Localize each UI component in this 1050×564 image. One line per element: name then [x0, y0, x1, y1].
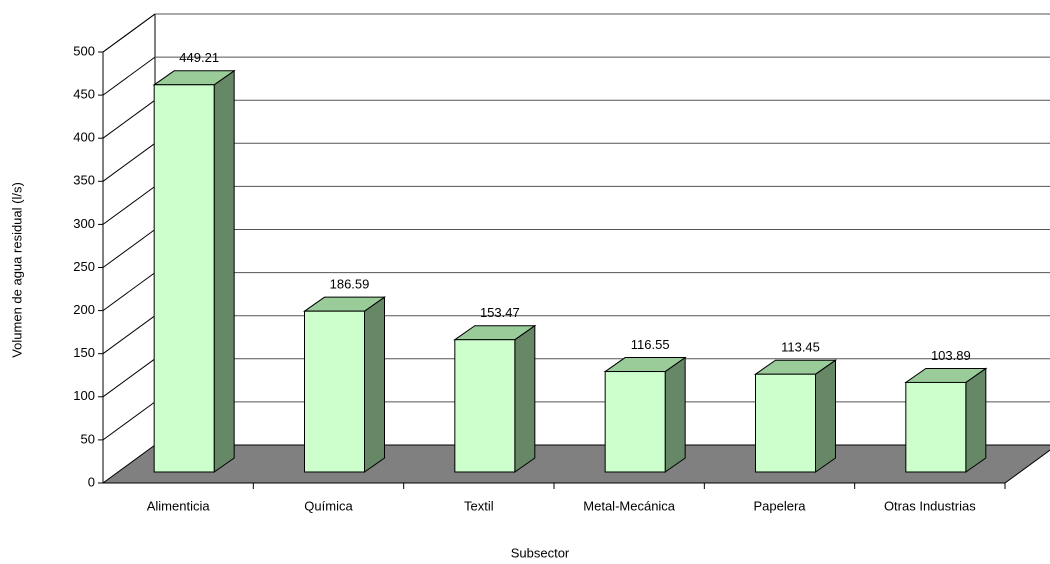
grid-line — [102, 56, 156, 96]
grid-line — [102, 272, 156, 312]
y-tick-label: 200 — [73, 302, 95, 317]
grid-line — [102, 229, 156, 268]
grid-line — [102, 358, 156, 398]
bar-side — [213, 69, 235, 473]
bar-side — [664, 356, 686, 473]
y-tick-label: 350 — [73, 173, 95, 188]
bar — [304, 310, 365, 473]
bar — [153, 84, 215, 473]
y-tick-label: 150 — [73, 345, 95, 360]
x-tick-label: Textil — [464, 498, 494, 513]
y-tick-label: 450 — [73, 87, 95, 102]
bar — [905, 381, 967, 473]
y-tick-label: 250 — [73, 259, 95, 274]
y-axis-label: Volumen de agua residual (l/s) — [9, 182, 24, 358]
y-tick-label: 100 — [73, 388, 95, 403]
data-label: 113.45 — [781, 340, 820, 355]
grid-line — [102, 99, 156, 139]
grid-line — [102, 401, 156, 441]
x-tick-label: Química — [304, 498, 353, 513]
data-label: 116.55 — [631, 337, 670, 352]
data-label: 449.21 — [179, 50, 219, 65]
x-tick-label: Alimenticia — [147, 498, 211, 513]
grid-line — [102, 185, 156, 225]
grid-line — [102, 315, 156, 355]
y-tick-label: 400 — [73, 130, 95, 145]
data-label: 103.89 — [931, 348, 971, 363]
data-label: 186.59 — [330, 277, 370, 292]
bar-side — [364, 296, 385, 473]
y-tick-label: 50 — [81, 431, 95, 446]
grid-line — [102, 142, 156, 182]
bar-side — [514, 324, 536, 473]
y-tick-label: 300 — [73, 216, 95, 231]
y-tick-label: 500 — [73, 43, 95, 58]
data-label: 153.47 — [480, 305, 520, 320]
bar — [755, 373, 816, 473]
x-tick-label: Papelera — [753, 498, 806, 513]
y-tick-label: 0 — [88, 474, 95, 489]
bar — [604, 371, 666, 473]
grid-line — [102, 13, 156, 53]
x-axis-label: Subsector — [511, 545, 570, 560]
x-tick-label: Otras Industrias — [884, 498, 976, 513]
bar-side — [815, 359, 836, 473]
bar-side — [965, 367, 987, 473]
bar — [454, 339, 516, 473]
x-tick-label: Metal-Mecánica — [583, 498, 676, 513]
